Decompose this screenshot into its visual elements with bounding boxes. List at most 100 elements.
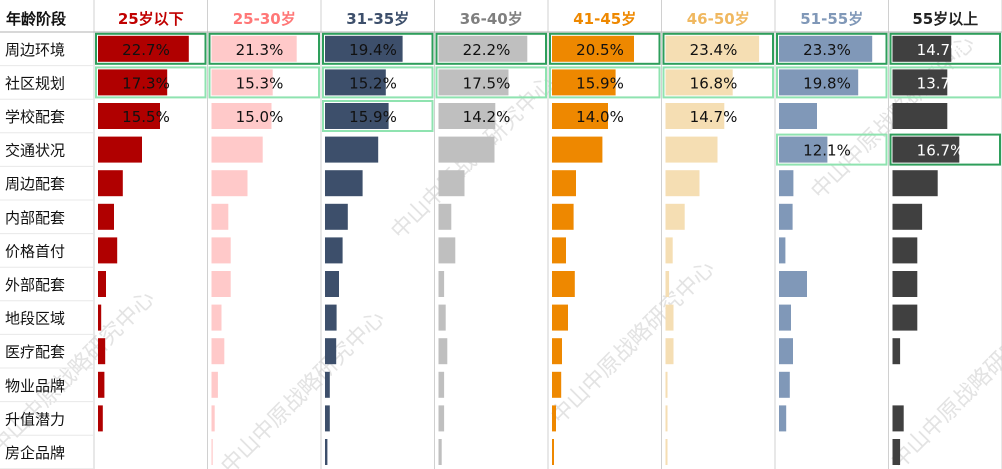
bar [552, 170, 576, 197]
bar [665, 136, 718, 163]
bar [438, 371, 445, 398]
bar [779, 136, 828, 163]
bar [438, 69, 509, 96]
bar [892, 338, 901, 365]
column-header: 51-55岁 [800, 10, 863, 28]
bar [211, 103, 272, 129]
bar [438, 338, 448, 365]
bar [211, 203, 229, 230]
bar [665, 439, 668, 465]
category-label: 交通状况 [5, 142, 65, 160]
data-label: 12.1% [803, 142, 851, 160]
bar [892, 439, 901, 465]
column-header: 41-45岁 [573, 10, 636, 28]
bar [438, 304, 446, 331]
data-label: 13.7% [917, 74, 965, 92]
data-label: 15.2% [349, 74, 397, 92]
category-label: 地段区域 [5, 310, 65, 328]
bar [438, 439, 442, 465]
data-label: 16.8% [690, 74, 738, 92]
bar [211, 371, 218, 398]
highlight-frame [662, 32, 774, 65]
bar [779, 69, 859, 96]
bar [211, 35, 297, 62]
data-label: 16.7% [917, 142, 965, 160]
bar [325, 170, 363, 197]
highlight-frame [776, 32, 888, 65]
data-label: 14.0% [576, 108, 624, 126]
category-label: 升值潜力 [5, 410, 65, 428]
bar [438, 237, 456, 264]
column-header: 25岁以下 [118, 10, 184, 28]
bar [211, 69, 273, 96]
category-label: 物业品牌 [5, 377, 65, 395]
bar [325, 69, 386, 96]
bar [211, 338, 225, 365]
bar [892, 405, 904, 432]
data-label: 15.3% [236, 74, 284, 92]
bar [779, 304, 791, 331]
bar [98, 35, 189, 62]
bar [779, 405, 787, 432]
bar [779, 338, 793, 365]
column-header: 25-30岁 [233, 10, 296, 28]
bar [892, 237, 918, 264]
category-label: 周边环境 [5, 41, 65, 59]
bar [892, 69, 948, 96]
bar [211, 405, 215, 432]
bar [325, 136, 379, 163]
bar [892, 170, 938, 197]
category-label: 社区规划 [5, 74, 65, 92]
bar [779, 371, 790, 398]
bar [98, 136, 142, 163]
bar [779, 35, 873, 62]
bar [779, 203, 793, 230]
bar [665, 405, 668, 432]
bar [325, 203, 348, 230]
bar [552, 304, 568, 331]
bar [552, 237, 566, 264]
bar [438, 405, 445, 432]
highlight-frame [435, 66, 547, 99]
bar [438, 136, 495, 163]
bar [552, 371, 562, 398]
bar [665, 304, 674, 331]
bar [325, 304, 337, 331]
bar [552, 439, 554, 465]
category-label: 周边配套 [5, 175, 65, 193]
bar [779, 271, 807, 297]
bar [325, 338, 337, 365]
bar [552, 405, 556, 432]
highlight-frame [322, 32, 434, 65]
bar [211, 304, 222, 331]
bar [779, 170, 794, 197]
data-label: 23.3% [803, 41, 851, 59]
category-label: 学校配套 [5, 108, 65, 126]
data-label: 14.2% [463, 108, 511, 126]
bar [325, 271, 339, 297]
highlight-frame [435, 32, 547, 65]
bar [779, 237, 786, 264]
data-label: 19.8% [803, 74, 851, 92]
highlight-frame [889, 133, 1001, 166]
data-label: 19.4% [349, 41, 397, 59]
bar [552, 338, 562, 365]
data-label: 14.7% [917, 41, 965, 59]
highlight-frame [549, 66, 661, 99]
bar [438, 170, 465, 197]
bar [98, 338, 106, 365]
bar [438, 35, 528, 62]
bar [438, 203, 452, 230]
bar [665, 338, 674, 365]
bar [325, 371, 330, 398]
highlight-frame [776, 133, 888, 166]
highlight-frame [322, 100, 434, 132]
category-label: 房企品牌 [5, 444, 65, 462]
highlight-frame [95, 32, 207, 65]
bar [552, 103, 608, 129]
bar [552, 203, 574, 230]
bar [892, 203, 923, 230]
highlight-frame [889, 32, 1001, 65]
bar [552, 69, 616, 96]
